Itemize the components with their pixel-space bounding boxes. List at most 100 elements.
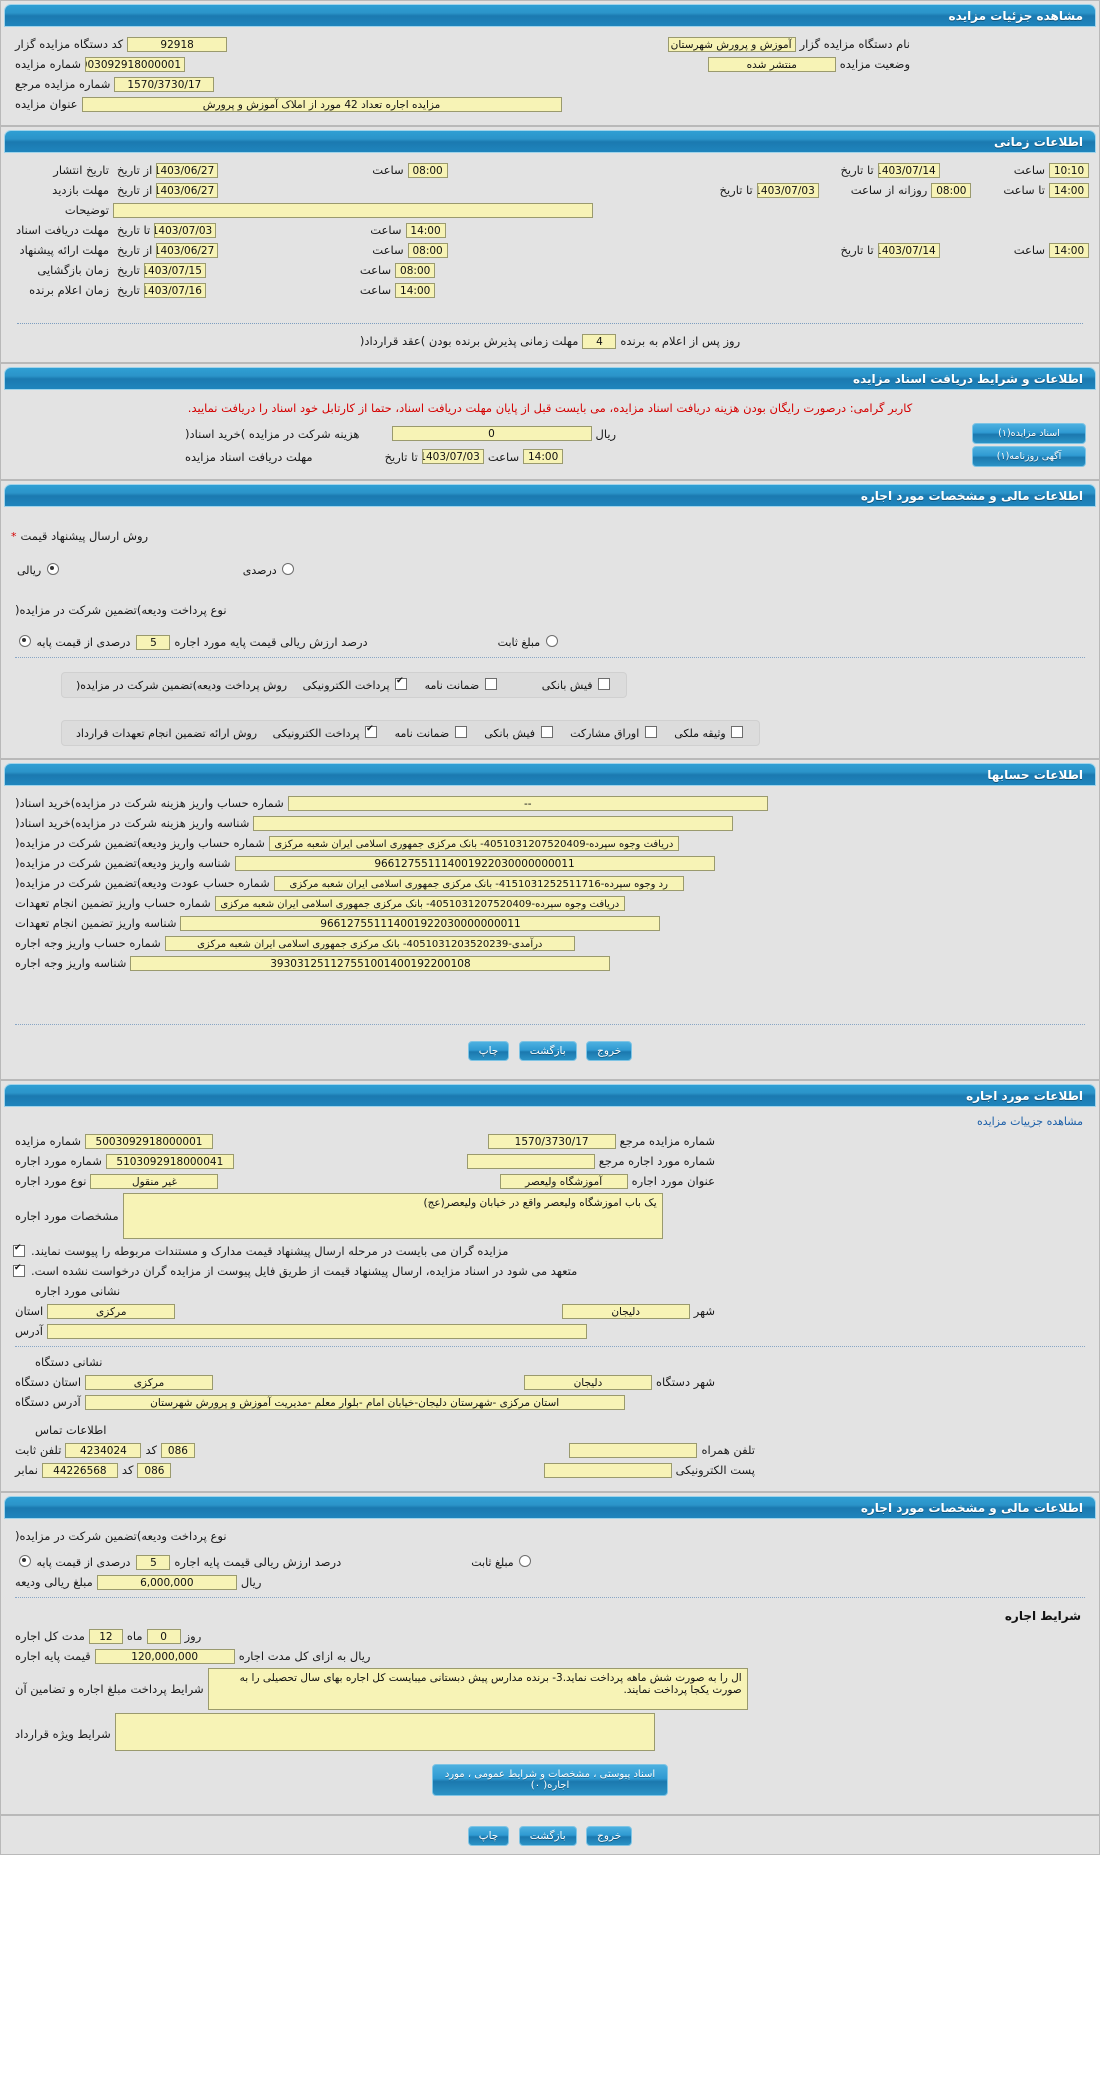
publish-from-date-field[interactable]: 1403/06/27 [156,162,219,178]
radio-rial-icon[interactable] [46,563,59,575]
auction-no-field[interactable]: 5003092918000001 [85,56,185,72]
view-auction-details-link[interactable]: مشاهده جزییات مزایده [977,1115,1083,1128]
checkbox-bank-receipt-icon[interactable] [598,678,611,690]
tel-field[interactable]: 4234024 [65,1442,142,1458]
lease-months-field[interactable]: 12 [88,1628,123,1644]
checkbox-guarantee-2-icon[interactable] [454,726,467,738]
rental-type-field[interactable]: غیر منقول [90,1173,219,1189]
account-value-7[interactable]: درآمدی-4051031203520239- بانک مرکزی جمهو… [164,935,575,951]
deposit-method-bank-receipt[interactable]: فیش بانکی [538,678,612,692]
deposit-percent-option[interactable]: درصدی از قیمت پایه [17,635,130,649]
radio-fixed-amount-icon[interactable] [545,635,558,647]
guarantee-method-bonds[interactable]: اوراق مشارکت [567,726,659,740]
guarantee-method-property[interactable]: وثیقه ملکی [671,726,745,740]
checkbox-participation-bonds-icon[interactable] [644,726,657,738]
visit-daily-to-field[interactable]: 14:00 [1049,182,1089,198]
special-terms-field[interactable] [114,1713,655,1751]
checkbox-property-deed-icon[interactable] [731,726,744,738]
print-button[interactable]: چاپ [467,1041,510,1061]
visit-daily-from-field[interactable]: 08:00 [931,182,972,198]
doc-deadline-time-field[interactable]: 14:00 [405,222,446,238]
winner-date-field[interactable]: 1403/07/16 [143,282,206,298]
winner-time-field[interactable]: 14:00 [395,282,436,298]
auction-title-field[interactable]: مزایده اجاره تعداد 42 مورد از املاک آموز… [81,96,562,112]
account-value-3[interactable]: 966127551114001922030000000011 [234,855,715,871]
org-city-field[interactable]: دلیجان [523,1374,652,1390]
print-button-bottom[interactable]: چاپ [467,1826,510,1846]
deposit-percent-field[interactable]: 5 [136,634,171,650]
email-field[interactable] [543,1462,672,1478]
deposit-method-electronic[interactable]: پرداخت الکترونیکی [299,676,409,692]
status-field[interactable]: منتشر شده [707,56,836,72]
ref-no-field[interactable]: 1570/3730/17 [114,76,215,92]
price-method-rial-option[interactable]: ریالی [17,563,61,577]
fax-field[interactable]: 44226568 [41,1462,118,1478]
radio-percent-base-icon[interactable] [19,635,31,647]
bid-from-time-field[interactable]: 08:00 [407,242,448,258]
radio-rf-percent-base-icon[interactable] [19,1555,31,1567]
guarantee-method-electronic[interactable]: پرداخت الکترونیکی [269,724,379,740]
rental-ref-no-field[interactable]: 1570/3730/17 [487,1133,616,1149]
checkbox-note-1-icon[interactable] [13,1243,25,1257]
doc-deadline-date-field[interactable]: 1403/07/03 [154,222,217,238]
visit-to-date-field[interactable]: 1403/07/03 [756,182,819,198]
checkbox-electronic-payment-2-icon[interactable] [365,724,378,738]
lease-days-field[interactable]: 0 [146,1628,181,1644]
attachments-button[interactable]: اسناد پیوستی ، مشخصات و شرایط عمومی ، مو… [432,1764,668,1796]
doc-cost-field[interactable]: 0 [391,426,592,441]
account-value-4[interactable]: رد وجوه سپرده-4151031252511716- بانک مرک… [273,875,684,891]
account-value-1[interactable] [253,815,734,831]
tel-code-field[interactable]: 086 [160,1442,195,1458]
auction-documents-button[interactable]: اسناد مزایده(۱) [972,423,1086,444]
mobile-field[interactable] [569,1442,698,1458]
publish-to-date-field[interactable]: 1403/07/14 [877,162,940,178]
opening-date-field[interactable]: 1403/07/15 [143,262,206,278]
rf-deposit-percent-option[interactable]: درصدی از قیمت پایه [17,1555,130,1569]
winner-accept-field[interactable]: 4 [582,333,617,349]
org-code-field[interactable]: 92918 [127,36,228,52]
checkbox-electronic-payment-icon[interactable] [395,676,408,690]
province-field[interactable]: مرکزی [47,1303,176,1319]
radio-percent-icon[interactable] [282,563,295,575]
rental-title-field[interactable]: آموزشگاه ولیعصر [499,1173,628,1189]
radio-rf-fixed-amount-icon[interactable] [519,1555,532,1567]
fax-code-field[interactable]: 086 [137,1462,172,1478]
account-value-2[interactable]: دریافت وجوه سپرده-4051031207520409- بانک… [268,835,679,851]
doc-deadline-time-2-field[interactable]: 14:00 [523,449,564,464]
guarantee-method-bank-receipt[interactable]: فیش بانکی [481,726,555,740]
rental-ref-field[interactable] [466,1153,595,1169]
account-value-6[interactable]: 966127551114001922030000000011 [180,915,661,931]
rental-specs-field[interactable]: یک باب اموزشگاه ولیعصر واقع در خیابان ول… [122,1193,663,1239]
back-button[interactable]: بازگشت [518,1041,577,1061]
payment-terms-field[interactable]: ال را به صورت شش ماهه پرداخت نماید.3- بر… [207,1668,748,1710]
bid-to-time-field[interactable]: 14:00 [1049,242,1089,258]
rf-deposit-amount-field[interactable]: 6,000,000 [96,1574,237,1590]
publish-to-time-field[interactable]: 10:10 [1049,162,1089,178]
exit-button[interactable]: خروج [586,1041,633,1061]
checkbox-guarantee-icon[interactable] [484,678,497,690]
checkbox-note-2-icon[interactable] [13,1263,25,1277]
exit-button-bottom[interactable]: خروج [586,1826,633,1846]
rental-auction-no-field[interactable]: 5003092918000001 [85,1133,213,1149]
timing-notes-field[interactable] [113,202,593,218]
newspaper-ad-button[interactable]: آگهی روزنامه(۱) [972,446,1086,467]
org-province-field[interactable]: مرکزی [85,1374,214,1390]
rental-no-field[interactable]: 5103092918000041 [105,1153,234,1169]
publish-from-time-field[interactable]: 08:00 [407,162,448,178]
opening-time-field[interactable]: 08:00 [395,262,436,278]
rf-deposit-fixed-option[interactable]: مبلغ ثابت [471,1555,533,1569]
bid-from-date-field[interactable]: 1403/06/27 [156,242,219,258]
back-button-bottom[interactable]: بازگشت [518,1826,577,1846]
lease-base-price-field[interactable]: 120,000,000 [94,1648,235,1664]
account-value-0[interactable]: -- [287,795,768,811]
bid-to-date-field[interactable]: 1403/07/14 [877,242,940,258]
org-name-field[interactable]: آموزش و پرورش شهرستان [667,36,796,52]
deposit-fixed-option[interactable]: مبلغ ثابت [498,635,560,649]
checkbox-bank-receipt-2-icon[interactable] [540,726,553,738]
price-method-percent-option[interactable]: درصدی [243,563,296,577]
rf-deposit-percent-field[interactable]: 5 [136,1554,171,1570]
city-field[interactable]: دلیجان [561,1303,690,1319]
guarantee-method-guarantee[interactable]: ضمانت نامه [391,726,469,740]
account-value-5[interactable]: دریافت وجوه سپرده-4051031207520409- بانک… [214,895,625,911]
address-field[interactable] [46,1323,587,1339]
